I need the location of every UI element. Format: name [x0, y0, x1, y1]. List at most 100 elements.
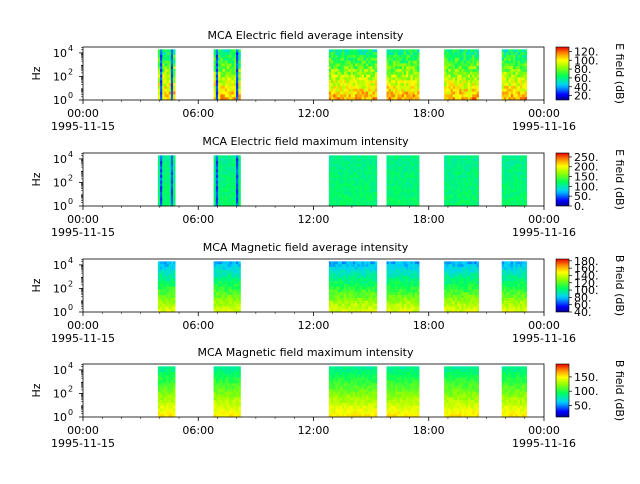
y-tick-label: 10: [53, 94, 67, 107]
spectrogram-block: [386, 366, 419, 417]
x-tick-label: 12:00: [298, 319, 330, 332]
spectrogram-block: [214, 261, 241, 312]
x-tick-label: 06:00: [182, 107, 214, 120]
y-tick-label: 10: [53, 153, 67, 166]
x-tick-label: 18:00: [413, 107, 445, 120]
x-tick-label: 12:00: [298, 107, 330, 120]
y-tick-exponent: 4: [68, 150, 73, 159]
y-axis-label: Hz: [30, 66, 43, 80]
x-tick-label: 12:00: [298, 424, 330, 437]
x-tick-label: 18:00: [413, 213, 445, 226]
spectrogram-block: [444, 366, 479, 417]
y-tick-label: 10: [53, 176, 67, 189]
x-tick-label: 18:00: [413, 319, 445, 332]
y-tick-label: 10: [53, 259, 67, 272]
colorbar-tick-label: 180.: [574, 255, 599, 268]
panel-title: MCA Electric field average intensity: [208, 29, 404, 42]
y-axis-label: Hz: [30, 278, 43, 292]
colorbar-label: E field (dB): [613, 149, 626, 210]
x-tick-label: 00:00: [528, 319, 560, 332]
x-date-label-start: 1995-11-15: [51, 120, 115, 133]
colorbar-label: B field (dB): [613, 255, 626, 316]
y-tick-exponent: 2: [68, 384, 73, 393]
y-tick-label: 10: [53, 200, 67, 213]
y-tick-label: 10: [53, 364, 67, 377]
y-tick-label: 10: [53, 47, 67, 60]
y-tick-label: 10: [53, 411, 67, 424]
colorbar: [556, 364, 569, 417]
x-date-label-start: 1995-11-15: [51, 437, 115, 450]
y-axis-label: Hz: [30, 383, 43, 397]
y-tick-exponent: 0: [68, 303, 73, 312]
colorbar-tick-label: 120.: [574, 45, 599, 58]
spectrogram-block: [386, 49, 419, 100]
spectrogram-block: [214, 49, 241, 100]
y-tick-exponent: 4: [68, 256, 73, 265]
y-tick-exponent: 4: [68, 44, 73, 53]
x-tick-label: 06:00: [182, 213, 214, 226]
colorbar-tick-label: 150.: [574, 371, 599, 384]
spectrogram-block: [214, 155, 241, 206]
y-tick-label: 10: [53, 282, 67, 295]
x-tick-label: 00:00: [67, 319, 99, 332]
colorbar-label: B field (dB): [613, 360, 626, 421]
x-tick-label: 00:00: [67, 107, 99, 120]
x-date-label-end: 1995-11-16: [512, 437, 576, 450]
x-tick-label: 00:00: [67, 424, 99, 437]
spectrogram-block: [158, 49, 176, 100]
panel-title: MCA Magnetic field maximum intensity: [198, 346, 414, 359]
x-tick-label: 00:00: [67, 213, 99, 226]
spectrogram-block: [502, 366, 527, 417]
x-date-label-start: 1995-11-15: [51, 226, 115, 239]
x-date-label-end: 1995-11-16: [512, 120, 576, 133]
spectrogram-block: [214, 366, 241, 417]
x-tick-label: 00:00: [528, 107, 560, 120]
spectrogram-block: [329, 49, 377, 100]
spectrogram-block: [386, 155, 419, 206]
spectrogram-block: [329, 366, 377, 417]
spectrogram-block: [502, 261, 527, 312]
panel-title: MCA Electric field maximum intensity: [202, 135, 409, 148]
x-tick-label: 06:00: [182, 424, 214, 437]
x-tick-label: 00:00: [528, 213, 560, 226]
colorbar-tick-label: 250.: [574, 151, 599, 164]
y-tick-exponent: 2: [68, 67, 73, 76]
y-tick-exponent: 0: [68, 408, 73, 417]
spectrogram-block: [502, 49, 527, 100]
y-tick-exponent: 0: [68, 197, 73, 206]
spectrogram-block: [502, 155, 527, 206]
x-date-label-end: 1995-11-16: [512, 226, 576, 239]
spectrogram-block: [444, 155, 479, 206]
x-tick-label: 18:00: [413, 424, 445, 437]
spectrogram-block: [386, 261, 419, 312]
y-tick-exponent: 2: [68, 279, 73, 288]
colorbar: [556, 47, 569, 100]
spectrogram-block: [158, 155, 176, 206]
x-date-label-end: 1995-11-16: [512, 332, 576, 345]
spectrogram-block: [158, 261, 176, 312]
y-tick-exponent: 0: [68, 91, 73, 100]
y-axis-label: Hz: [30, 172, 43, 186]
x-tick-label: 06:00: [182, 319, 214, 332]
y-tick-label: 10: [53, 387, 67, 400]
spectrogram-block: [158, 366, 176, 417]
y-tick-exponent: 2: [68, 173, 73, 182]
spectrogram-block: [444, 261, 479, 312]
x-date-label-start: 1995-11-15: [51, 332, 115, 345]
colorbar: [556, 259, 569, 312]
spectrogram-block: [444, 49, 479, 100]
spectrogram-block: [329, 261, 377, 312]
colorbar: [556, 153, 569, 206]
panel-title: MCA Magnetic field average intensity: [203, 241, 409, 254]
y-tick-label: 10: [53, 306, 67, 319]
x-tick-label: 00:00: [528, 424, 560, 437]
colorbar-label: E field (dB): [613, 43, 626, 104]
colorbar-tick-label: 50.: [574, 400, 592, 413]
spectrogram-block: [329, 155, 377, 206]
